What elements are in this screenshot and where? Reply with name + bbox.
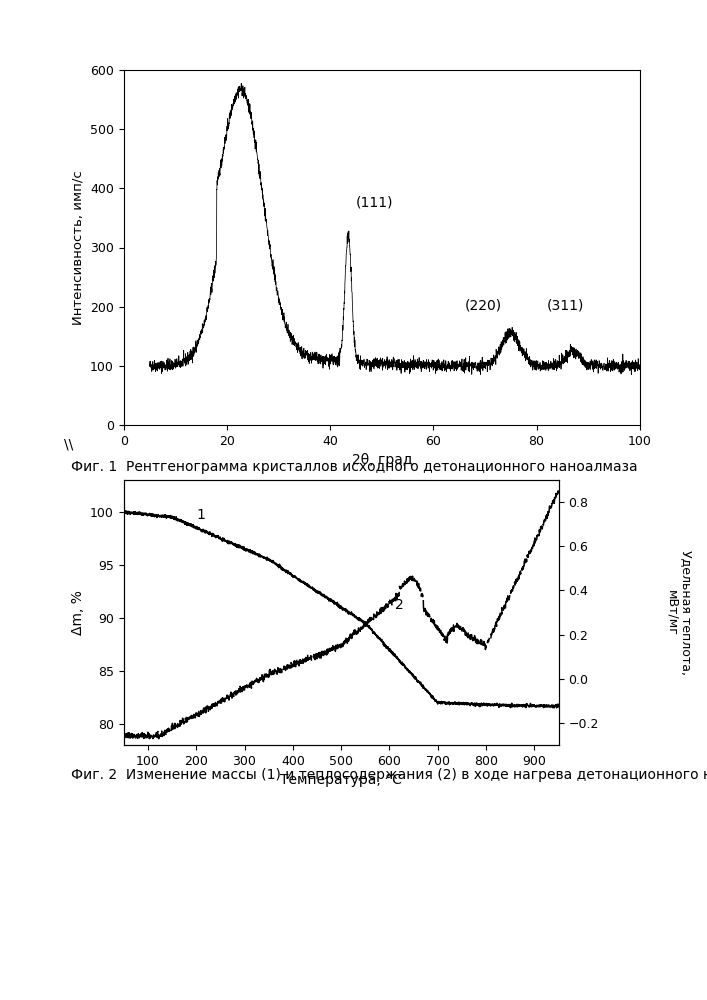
X-axis label: Температура, °C: Температура, °C <box>280 773 402 787</box>
Text: (220): (220) <box>464 299 501 313</box>
Text: Фиг. 2  Изменение массы (1) и теплосодержания (2) в ходе нагрева детонационного : Фиг. 2 Изменение массы (1) и теплосодерж… <box>71 768 707 782</box>
Y-axis label: Удельная теплота,
мВт/мг: Удельная теплота, мВт/мг <box>665 550 694 675</box>
Text: 2: 2 <box>395 598 404 612</box>
Text: \\: \\ <box>64 437 73 451</box>
Y-axis label: Δm, %: Δm, % <box>71 590 85 635</box>
Text: 1: 1 <box>197 508 205 522</box>
Text: Фиг. 1  Рентгенограмма кристаллов исходного детонационного наноалмаза: Фиг. 1 Рентгенограмма кристаллов исходно… <box>71 460 637 474</box>
Y-axis label: Интенсивность, имп/с: Интенсивность, имп/с <box>71 170 84 325</box>
Text: (111): (111) <box>356 195 394 209</box>
X-axis label: 2θ, град: 2θ, град <box>351 453 412 467</box>
Text: (311): (311) <box>547 299 584 313</box>
